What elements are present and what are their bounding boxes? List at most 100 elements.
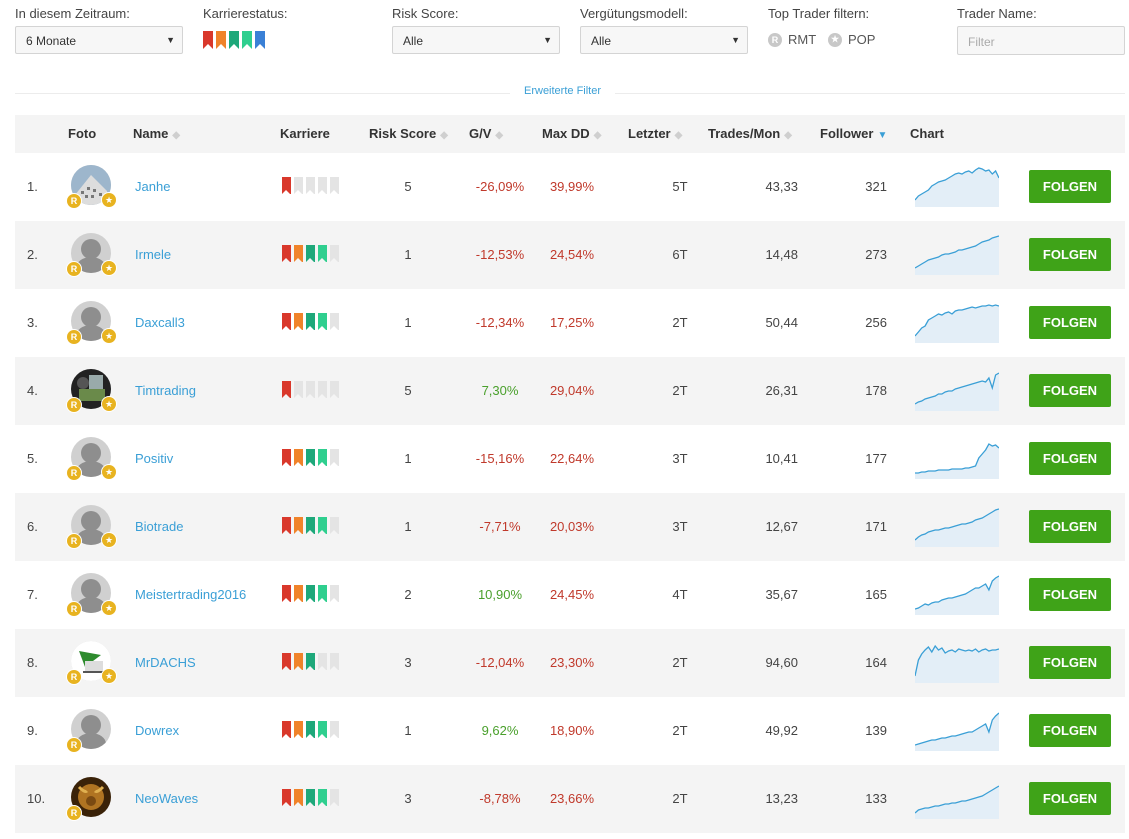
table-row: 5. R ★ Positiv 1 -15,16% 22,64% 3T 10,41… — [15, 425, 1125, 493]
sparkline-chart — [915, 235, 999, 275]
trader-name-link[interactable]: Irmele — [135, 247, 172, 262]
career-flag-icon[interactable] — [203, 31, 213, 49]
letzter-value: 2T — [672, 315, 688, 330]
trader-name-link[interactable]: NeoWaves — [135, 791, 199, 806]
header-letzter-label: Letzter — [628, 126, 671, 141]
rank: 6. — [27, 519, 38, 534]
karriere-filter[interactable] — [203, 31, 265, 49]
trader-name-link[interactable]: MrDACHS — [135, 655, 196, 670]
rmt-badge-icon: R — [66, 805, 82, 821]
pop-label: POP — [848, 32, 876, 47]
header-name-label: Name — [133, 126, 169, 141]
rank: 1. — [27, 179, 38, 194]
gv-value: 9,62% — [481, 723, 519, 738]
follow-button[interactable]: FOLGEN — [1029, 374, 1111, 407]
sort-icon: ◆ — [593, 130, 602, 141]
sort-icon: ◆ — [674, 130, 683, 141]
maxdd-value: 29,04% — [549, 383, 595, 398]
star-icon: ★ — [828, 32, 842, 47]
career-flag-icon — [294, 721, 303, 738]
career-flag-icon — [306, 585, 315, 602]
zeitraum-label: In diesem Zeitraum: — [15, 6, 130, 21]
career-flag-icon[interactable] — [242, 31, 252, 49]
avatar[interactable] — [71, 505, 111, 545]
follow-button[interactable]: FOLGEN — [1029, 782, 1111, 815]
follow-button[interactable]: FOLGEN — [1029, 238, 1111, 271]
erweiterte-filter-link[interactable]: Erweiterte Filter — [510, 85, 616, 97]
trader-name-link[interactable]: Janhe — [135, 179, 171, 194]
career-flag-icon — [306, 381, 315, 398]
maxdd-value: 18,90% — [549, 723, 595, 738]
zeitraum-select[interactable]: 6 Monate ▼ — [15, 26, 183, 54]
header-follower[interactable]: Follower ▼ — [820, 126, 887, 141]
trader-name-link[interactable]: Daxcall3 — [135, 315, 185, 330]
career-flag-icon — [294, 789, 303, 806]
follow-button[interactable]: FOLGEN — [1029, 170, 1111, 203]
pop-filter[interactable]: ★ POP — [828, 32, 875, 47]
risk-select[interactable]: Alle ▼ — [392, 26, 560, 54]
header-risk-label: Risk Score — [369, 126, 437, 141]
follower-count: 164 — [865, 655, 887, 670]
rmt-badge-icon: R — [66, 601, 82, 617]
star-badge-icon: ★ — [101, 192, 117, 208]
career-flag-icon — [282, 789, 291, 806]
follower-count: 133 — [865, 791, 887, 806]
sparkline-chart — [915, 575, 999, 615]
verguetung-select[interactable]: Alle ▼ — [580, 26, 748, 54]
risk-score: 2 — [404, 587, 412, 602]
sort-desc-icon: ▼ — [877, 130, 888, 141]
career-flag-icon — [318, 177, 327, 194]
follow-button[interactable]: FOLGEN — [1029, 578, 1111, 611]
header-gv[interactable]: G/V ◆ — [469, 126, 503, 141]
trader-name-link[interactable]: Timtrading — [135, 383, 196, 398]
career-flag-icon — [330, 449, 339, 466]
rmt-badge-icon: R — [66, 261, 82, 277]
trader-name-link[interactable]: Biotrade — [135, 519, 184, 534]
career-flag-icon[interactable] — [216, 31, 226, 49]
gv-value: -12,04% — [475, 655, 525, 670]
trader-name-link[interactable]: Meistertrading2016 — [135, 587, 247, 602]
header-maxdd[interactable]: Max DD ◆ — [542, 126, 601, 141]
header-trades[interactable]: Trades/Mon ◆ — [708, 126, 792, 141]
verguetung-value: Alle — [591, 34, 612, 48]
risk-score: 3 — [404, 791, 412, 806]
trader-name-link[interactable]: Dowrex — [135, 723, 180, 738]
career-flag-icon — [318, 789, 327, 806]
letzter-value: 6T — [672, 247, 688, 262]
risk-score: 5 — [404, 179, 412, 194]
header-letzter[interactable]: Letzter ◆ — [628, 126, 682, 141]
follower-count: 165 — [865, 587, 887, 602]
career-flag-icon — [294, 585, 303, 602]
career-flag-icon — [294, 517, 303, 534]
rank: 2. — [27, 247, 38, 262]
follow-button[interactable]: FOLGEN — [1029, 714, 1111, 747]
maxdd-value: 24,45% — [549, 587, 595, 602]
career-flag-icon[interactable] — [255, 31, 265, 49]
header-follower-label: Follower — [820, 126, 874, 141]
maxdd-value: 23,30% — [549, 655, 595, 670]
follow-button[interactable]: FOLGEN — [1029, 510, 1111, 543]
rmt-filter[interactable]: R RMT — [768, 32, 816, 47]
career-flag-icon — [330, 381, 339, 398]
table-row: 6. R ★ Biotrade 1 -7,71% 20,03% 3T 12,67… — [15, 493, 1125, 561]
follow-button[interactable]: FOLGEN — [1029, 442, 1111, 475]
header-name[interactable]: Name ◆ — [133, 126, 180, 141]
follow-button[interactable]: FOLGEN — [1029, 306, 1111, 339]
letzter-value: 3T — [672, 519, 688, 534]
header-risk[interactable]: Risk Score ◆ — [369, 126, 448, 141]
maxdd-value: 20,03% — [549, 519, 595, 534]
rmt-badge-icon: R — [66, 737, 82, 753]
chevron-down-icon: ▼ — [731, 35, 740, 45]
gv-value: -8,78% — [479, 791, 521, 806]
career-flag-icon[interactable] — [229, 31, 239, 49]
tradername-input[interactable]: Filter — [957, 26, 1125, 55]
career-flag-icon — [294, 653, 303, 670]
rank: 3. — [27, 315, 38, 330]
verguetung-label: Vergütungsmodell: — [580, 6, 688, 21]
follower-count: 321 — [865, 179, 887, 194]
gv-value: -26,09% — [475, 179, 525, 194]
career-flag-icon — [330, 313, 339, 330]
maxdd-value: 24,54% — [549, 247, 595, 262]
follow-button[interactable]: FOLGEN — [1029, 646, 1111, 679]
trader-name-link[interactable]: Positiv — [135, 451, 174, 466]
